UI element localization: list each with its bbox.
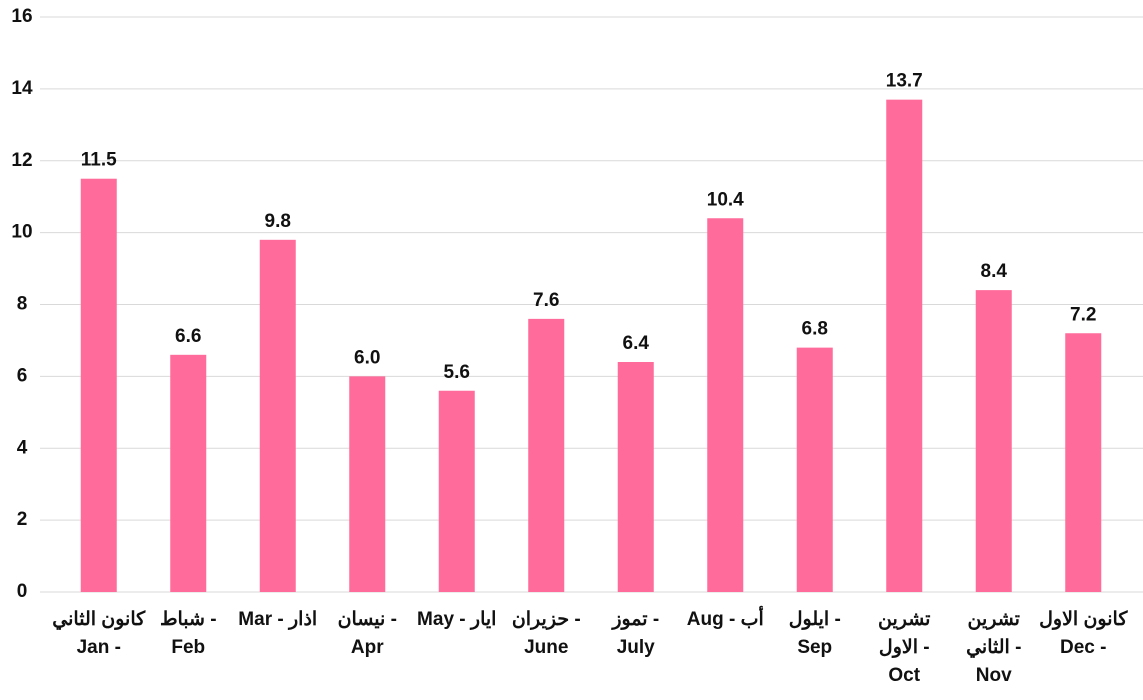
x-tick-label: Feb: [171, 637, 205, 658]
y-tick-label: 6: [17, 365, 28, 386]
data-label: 13.7: [886, 71, 923, 92]
data-label: 6.4: [623, 333, 650, 354]
bar: [259, 239, 296, 592]
x-tick-label: May - ايار: [417, 609, 496, 630]
data-label: 11.5: [81, 150, 117, 171]
data-label: 5.6: [444, 362, 470, 383]
x-tick-label: تشرين: [878, 609, 930, 630]
y-tick-label: 8: [17, 294, 28, 315]
bar: [349, 376, 386, 592]
x-tick-label: ايلول -: [789, 609, 841, 630]
x-tick-label: تشرين: [968, 609, 1020, 630]
x-tick-label: Dec -: [1060, 637, 1106, 658]
bar: [170, 354, 207, 592]
y-tick-label: 14: [11, 78, 33, 99]
x-tick-label: نيسان -: [338, 609, 397, 630]
bar: [796, 347, 833, 592]
data-label: 10.4: [707, 189, 744, 210]
data-label: 7.2: [1070, 304, 1096, 325]
x-tick-label: كانون الاول: [1039, 609, 1128, 630]
x-tick-label: كانون الثاني: [52, 609, 146, 631]
x-tick-label: Jan -: [77, 637, 121, 658]
bar: [80, 178, 117, 592]
data-label: 6.0: [354, 347, 380, 368]
bar: [975, 290, 1012, 592]
y-tick-label: 12: [11, 150, 32, 171]
x-tick-label: تموز -: [610, 609, 659, 630]
bar: [438, 390, 475, 592]
data-label: 8.4: [981, 261, 1008, 282]
x-tick-label: شباط -: [160, 609, 217, 630]
x-tick-label: Mar - اذار: [238, 609, 317, 630]
x-tick-label: حزيران -: [512, 609, 581, 630]
y-tick-label: 10: [11, 222, 32, 243]
data-label: 9.8: [265, 211, 291, 232]
x-tick-label: Sep: [797, 637, 832, 658]
y-tick-label: 4: [17, 437, 28, 458]
y-tick-label: 2: [17, 509, 28, 530]
x-tick-label: Nov: [976, 665, 1012, 686]
data-label: 6.6: [175, 326, 201, 347]
bar: [1065, 333, 1102, 592]
bar: [617, 362, 654, 592]
bar: [886, 99, 923, 592]
y-tick-label: 0: [17, 581, 28, 602]
bar: [528, 318, 565, 592]
x-tick-label: Aug - أب: [687, 605, 764, 630]
x-tick-label: July: [617, 637, 655, 658]
x-tick-label: Oct: [888, 665, 920, 686]
x-tick-label: الاول -: [879, 637, 930, 658]
bar: [707, 218, 744, 592]
data-label: 6.8: [802, 319, 828, 340]
data-label: 7.6: [533, 290, 559, 311]
x-tick-label: الثاني -: [966, 637, 1021, 659]
y-tick-label: 16: [11, 6, 32, 27]
x-tick-label: June: [524, 637, 568, 658]
x-tick-label: Apr: [351, 637, 384, 658]
